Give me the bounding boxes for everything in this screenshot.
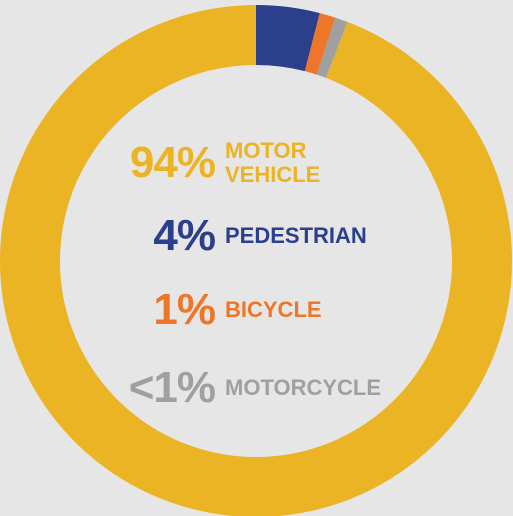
- label-row: 1% BICYCLE: [0, 285, 513, 335]
- donut-segment: [316, 17, 348, 78]
- donut-segment: [256, 5, 320, 72]
- category-label: MOTORCYCLE: [225, 375, 382, 400]
- label-row: <1% MOTORCYCLE: [0, 363, 513, 413]
- value-label: <1%: [128, 363, 216, 412]
- category-label: MOTOR VEHICLE: [225, 138, 321, 187]
- value-label: 1%: [153, 285, 216, 334]
- value-label: 94%: [129, 138, 216, 187]
- donut-segment: [304, 13, 336, 75]
- value-label: 4%: [153, 211, 216, 260]
- category-label: PEDESTRIAN: [225, 223, 367, 248]
- label-row: 94% MOTOR VEHICLE: [0, 138, 513, 188]
- label-row: 4% PEDESTRIAN: [0, 211, 513, 261]
- category-label: BICYCLE: [225, 297, 322, 322]
